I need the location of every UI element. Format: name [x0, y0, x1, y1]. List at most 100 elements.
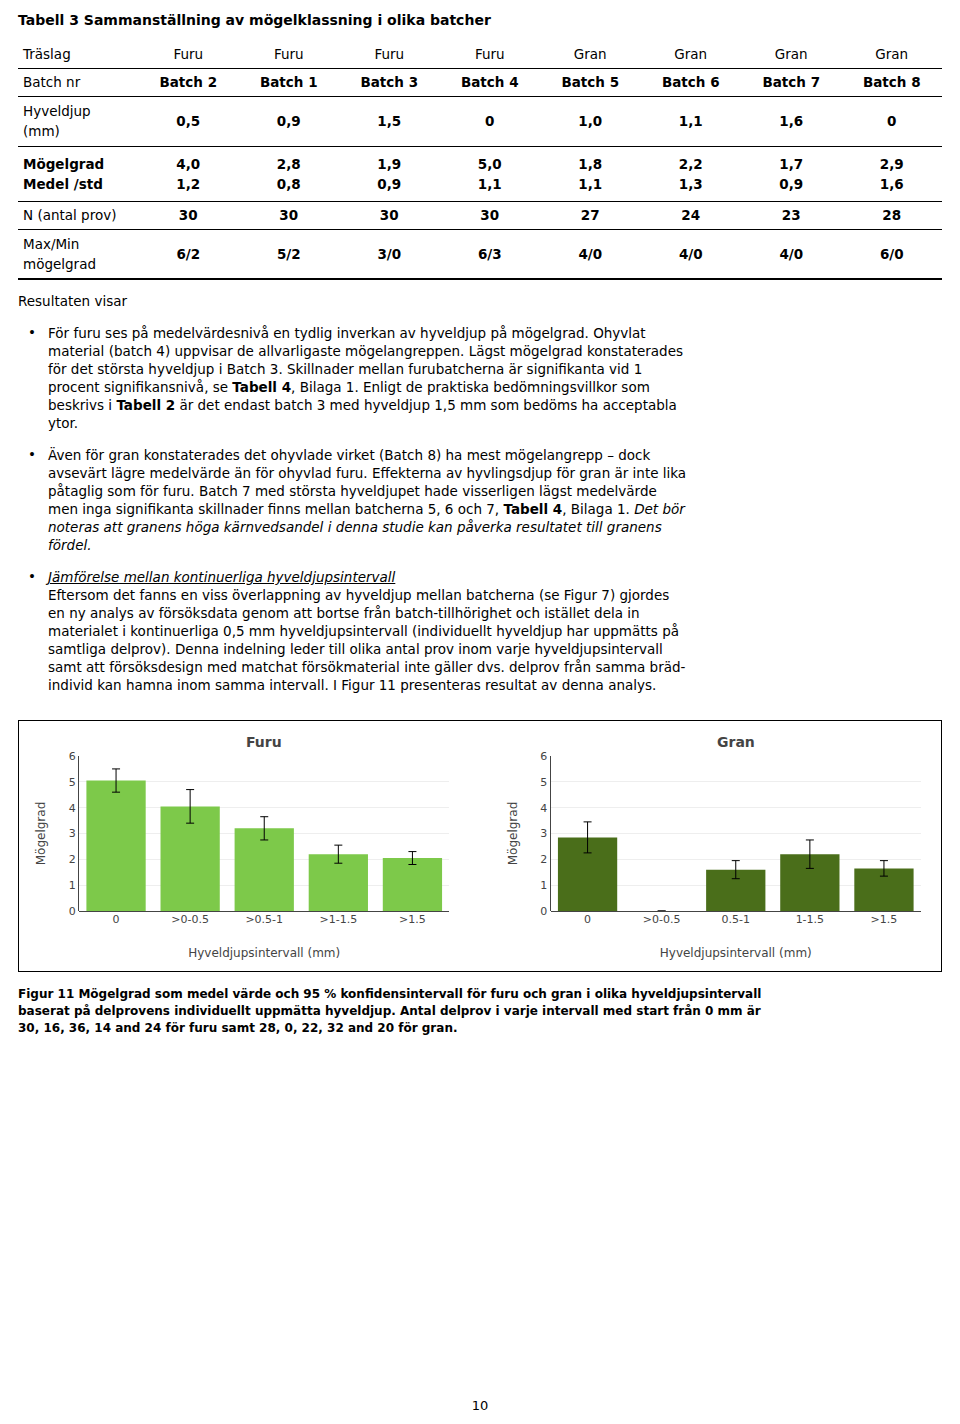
svg-text:0.5-1: 0.5-1 — [722, 913, 750, 926]
svg-text:3: 3 — [69, 827, 76, 840]
svg-text:4: 4 — [540, 802, 547, 815]
html-text:1,6: 1,6 — [779, 113, 804, 129]
svg-text:1: 1 — [540, 879, 547, 892]
html-text:1,2: 1,2 — [176, 175, 201, 192]
svg-text:0: 0 — [69, 905, 76, 918]
html-text:Batch 7: Batch 7 — [762, 74, 820, 90]
svg-text:2: 2 — [69, 853, 76, 866]
html-text:Gran: Gran — [774, 45, 808, 62]
html-text:Batch 5: Batch 5 — [561, 74, 619, 90]
svg-text:>0.5-1: >0.5-1 — [245, 913, 283, 926]
svg-text:6: 6 — [69, 750, 76, 763]
html-text:4/0: 4/0 — [578, 245, 603, 262]
svg-text:>1.5: >1.5 — [399, 913, 426, 926]
html-text:Gran: Gran — [573, 45, 607, 62]
svg-text:>1-1.5: >1-1.5 — [319, 913, 357, 926]
html-text:1,9: 1,9 — [377, 155, 402, 172]
html-text:procent signifikansnivå, se Ta: procent signifikansnivå, se Tabell 4, Bi… — [48, 379, 650, 395]
html-text:6/2: 6/2 — [176, 245, 201, 262]
svg-text:6: 6 — [540, 750, 547, 763]
svg-text:Mögelgrad: Mögelgrad — [34, 802, 48, 866]
html-text:Furu: Furu — [474, 45, 505, 62]
html-text:6/3: 6/3 — [477, 245, 502, 262]
svg-text:1: 1 — [69, 879, 76, 892]
html-text:5,0: 5,0 — [477, 155, 502, 172]
html-text:Max/Min: Max/Min — [23, 235, 80, 252]
html-text:1,0: 1,0 — [578, 113, 603, 129]
html-text:Medel /std: Medel /std — [23, 175, 103, 192]
html-text:0,5: 0,5 — [176, 113, 201, 129]
html-text:27: 27 — [580, 207, 600, 223]
html-text:mögelgrad: mögelgrad — [23, 255, 96, 272]
html-text:Batch 3: Batch 3 — [360, 74, 418, 90]
svg-text:2: 2 — [540, 853, 547, 866]
html-text:30: 30 — [379, 207, 399, 223]
html-text:Batch 1: Batch 1 — [260, 74, 318, 90]
html-text:1,1: 1,1 — [477, 175, 502, 192]
html-text:Furu: Furu — [374, 45, 405, 62]
html-text:2,8: 2,8 — [276, 155, 301, 172]
html-text:28: 28 — [882, 207, 902, 223]
html-text:Furu: Furu — [173, 45, 204, 62]
html-text:0,9: 0,9 — [276, 113, 301, 129]
html-text:N (antal prov): N (antal prov) — [23, 207, 117, 223]
html-text:Tabell 3 Sammanställning av mö: Tabell 3 Sammanställning av mögelklassni… — [18, 12, 491, 28]
svg-text:3: 3 — [540, 827, 547, 840]
html-text:Batch 4: Batch 4 — [461, 74, 519, 90]
html-text:2,9: 2,9 — [879, 155, 904, 172]
html-text:4,0: 4,0 — [176, 155, 201, 172]
html-text:För furu ses på medelvärdesniv: För furu ses på medelvärdesnivå en tydli… — [48, 325, 646, 341]
html-text:6/0: 6/0 — [879, 245, 904, 262]
html-text:Resultaten visar: Resultaten visar — [18, 293, 127, 309]
html-text:30: 30 — [178, 207, 198, 223]
html-text:(mm): (mm) — [23, 123, 60, 139]
svg-text:Hyveldjupsintervall (mm): Hyveldjupsintervall (mm) — [188, 946, 340, 960]
html-text:1,8: 1,8 — [578, 155, 603, 172]
html-text:Träslag: Träslag — [23, 45, 71, 62]
html-text:Gran: Gran — [674, 45, 708, 62]
html-text:3/0: 3/0 — [377, 245, 402, 262]
html-text:material (batch 4) uppvisar de: material (batch 4) uppvisar de allvarlig… — [48, 343, 683, 359]
html-text:1,1: 1,1 — [578, 175, 603, 192]
html-text:24: 24 — [681, 207, 701, 223]
svg-text:Gran: Gran — [717, 734, 755, 750]
svg-text:>0-0.5: >0-0.5 — [171, 913, 209, 926]
svg-text:>1.5: >1.5 — [871, 913, 898, 926]
html-text:1,3: 1,3 — [678, 175, 703, 192]
svg-text:4: 4 — [69, 802, 76, 815]
html-text:0,9: 0,9 — [779, 175, 804, 192]
html-text:2,2: 2,2 — [678, 155, 703, 172]
svg-text:0: 0 — [540, 905, 547, 918]
html-text:Batch nr: Batch nr — [23, 74, 81, 90]
html-text:Gran: Gran — [875, 45, 909, 62]
svg-text:Mögelgrad: Mögelgrad — [506, 802, 520, 866]
svg-text:5: 5 — [69, 776, 76, 789]
html-text:30: 30 — [480, 207, 500, 223]
html-text:0,9: 0,9 — [377, 175, 402, 192]
svg-text:0: 0 — [584, 913, 591, 926]
html-text:beskrivs i Tabell 2 är det end: beskrivs i Tabell 2 är det endast batch … — [48, 397, 677, 413]
html-text:30: 30 — [279, 207, 299, 223]
svg-text:Furu: Furu — [246, 734, 282, 750]
html-text:1,6: 1,6 — [879, 175, 904, 192]
svg-text:Hyveldjupsintervall (mm): Hyveldjupsintervall (mm) — [660, 946, 812, 960]
html-text:4/0: 4/0 — [779, 245, 804, 262]
svg-text:5: 5 — [540, 776, 547, 789]
html-text:Hyveldjup: Hyveldjup — [23, 103, 91, 119]
html-text:5/2: 5/2 — [276, 245, 301, 262]
svg-text:1-1.5: 1-1.5 — [796, 913, 824, 926]
html-text:för det största hyveldjup i Ba: för det största hyveldjup i Batch 3. Ski… — [48, 361, 643, 377]
html-text:Batch 2: Batch 2 — [159, 74, 217, 90]
html-text:Batch 8: Batch 8 — [863, 74, 921, 90]
svg-text:>0-0.5: >0-0.5 — [643, 913, 681, 926]
html-text:1,7: 1,7 — [779, 155, 804, 172]
html-text:Furu: Furu — [273, 45, 304, 62]
html-text:23: 23 — [781, 207, 801, 223]
svg-text:0: 0 — [113, 913, 120, 926]
html-text:1,1: 1,1 — [678, 113, 703, 129]
html-text:Mögelgrad: Mögelgrad — [23, 155, 105, 172]
html-text:4/0: 4/0 — [678, 245, 703, 262]
html-text:Batch 6: Batch 6 — [662, 74, 720, 90]
html-text:0,8: 0,8 — [276, 175, 301, 192]
html-text:1,5: 1,5 — [377, 113, 402, 129]
